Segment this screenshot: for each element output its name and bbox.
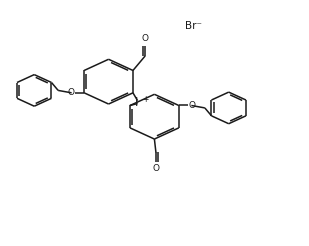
Text: Br⁻: Br⁻ — [185, 21, 202, 31]
Text: O: O — [189, 101, 196, 110]
Text: O: O — [152, 164, 159, 173]
Text: O: O — [142, 34, 149, 43]
Text: I: I — [135, 96, 138, 108]
Text: O: O — [67, 88, 74, 97]
Text: +: + — [142, 95, 148, 104]
